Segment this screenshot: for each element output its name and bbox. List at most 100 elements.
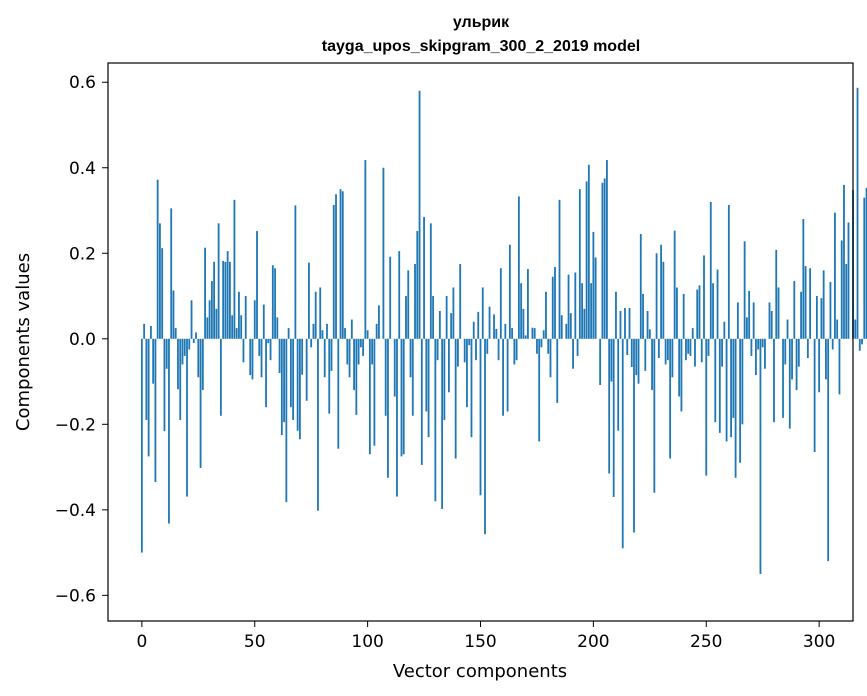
bar-213 (621, 338, 624, 549)
bar-125 (423, 216, 425, 339)
bar-83 (328, 338, 331, 414)
bar-216 (628, 308, 631, 339)
bar-163 (508, 244, 511, 339)
bar-321 (865, 187, 867, 339)
bar-311 (843, 184, 845, 339)
bar-149 (477, 311, 480, 339)
bar-39 (229, 261, 231, 339)
bar-29 (206, 317, 209, 339)
bar-272 (755, 338, 757, 376)
bar-185 (558, 199, 561, 339)
bar-8 (159, 223, 161, 339)
bar-153 (486, 338, 489, 354)
bar-46 (244, 296, 247, 339)
bar-133 (441, 338, 444, 509)
bar-203 (599, 338, 602, 385)
bar-107 (382, 167, 385, 339)
bar-184 (556, 338, 559, 403)
bar-288 (791, 338, 793, 380)
bar-195 (581, 283, 583, 339)
bar-231 (662, 261, 665, 339)
bar-248 (700, 338, 703, 363)
bar-256 (718, 338, 721, 433)
bar-260 (727, 204, 730, 339)
bar-51 (256, 231, 258, 339)
bar-26 (199, 338, 202, 468)
bar-282 (777, 287, 780, 339)
bar-320 (863, 197, 866, 339)
bar-131 (436, 338, 439, 361)
bar-162 (506, 338, 509, 412)
bar-190 (569, 313, 572, 339)
bar-235 (671, 338, 674, 378)
bar-196 (583, 308, 586, 339)
bar-186 (560, 315, 563, 339)
bar-302 (822, 270, 825, 339)
bar-245 (694, 338, 696, 367)
bar-183 (554, 266, 556, 339)
bar-19 (183, 338, 186, 356)
bar-174 (533, 328, 536, 339)
bar-161 (504, 323, 507, 339)
bar-258 (723, 321, 726, 339)
bar-30 (208, 300, 211, 339)
bar-319 (861, 338, 863, 345)
bar-37 (224, 261, 227, 339)
bar-254 (714, 338, 717, 423)
bar-67 (292, 338, 295, 421)
bar-257 (721, 338, 723, 367)
y-tick-label-3: 0.0 (69, 330, 96, 350)
bar-242 (687, 338, 690, 354)
x-tick-label-0: 0 (136, 632, 147, 652)
bar-274 (759, 338, 762, 574)
bar-244 (691, 328, 694, 339)
bar-17 (179, 338, 182, 421)
bar-136 (447, 338, 450, 393)
bar-290 (795, 338, 798, 391)
y-axis-ticks: 0.6 0.4 0.2 0.0 −0.2 −0.4 −0.6 (55, 73, 108, 606)
bar-222 (642, 293, 644, 339)
bar-199 (590, 283, 593, 339)
x-tick-label-200: 200 (577, 632, 609, 652)
bar-279 (770, 311, 773, 339)
bar-32 (213, 261, 216, 339)
bar-197 (585, 181, 588, 339)
bar-164 (511, 328, 514, 339)
bar-175 (536, 338, 538, 354)
x-tick-label-50: 50 (244, 632, 266, 652)
bar-192 (574, 272, 577, 339)
bar-44 (240, 315, 243, 339)
bar-118 (407, 270, 410, 339)
bar-200 (592, 231, 595, 339)
bar-147 (472, 321, 475, 339)
bar-208 (610, 338, 613, 382)
bar-22 (190, 300, 193, 339)
bar-21 (188, 338, 191, 350)
bar-27 (201, 338, 204, 391)
bar-141 (459, 263, 462, 339)
chart-title-line-1: ульрик (453, 14, 510, 31)
bar-218 (633, 338, 635, 533)
bar-146 (470, 338, 473, 438)
bar-214 (624, 308, 626, 339)
bar-57 (269, 338, 272, 361)
bar-126 (425, 338, 428, 412)
bar-281 (775, 249, 778, 339)
bar-275 (761, 338, 764, 348)
bar-310 (840, 240, 843, 339)
bar-129 (432, 296, 434, 339)
bar-193 (576, 338, 579, 356)
bar-14 (172, 290, 175, 339)
bar-217 (630, 338, 633, 368)
bar-243 (689, 338, 692, 356)
bar-116 (402, 338, 405, 455)
bar-293 (802, 219, 805, 339)
bar-239 (680, 338, 683, 412)
bar-137 (450, 313, 453, 339)
bar-252 (709, 201, 712, 339)
bar-298 (813, 338, 816, 453)
bar-173 (531, 327, 534, 339)
bar-182 (551, 276, 554, 339)
bar-278 (768, 302, 771, 339)
